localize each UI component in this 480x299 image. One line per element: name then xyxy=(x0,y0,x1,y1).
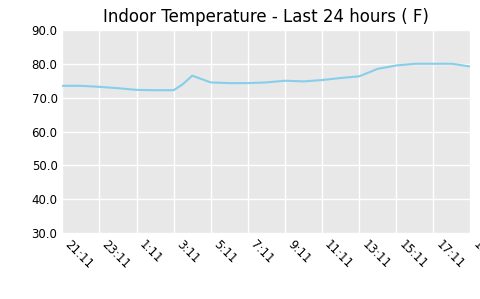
Title: Indoor Temperature - Last 24 hours ( F): Indoor Temperature - Last 24 hours ( F) xyxy=(104,7,429,26)
